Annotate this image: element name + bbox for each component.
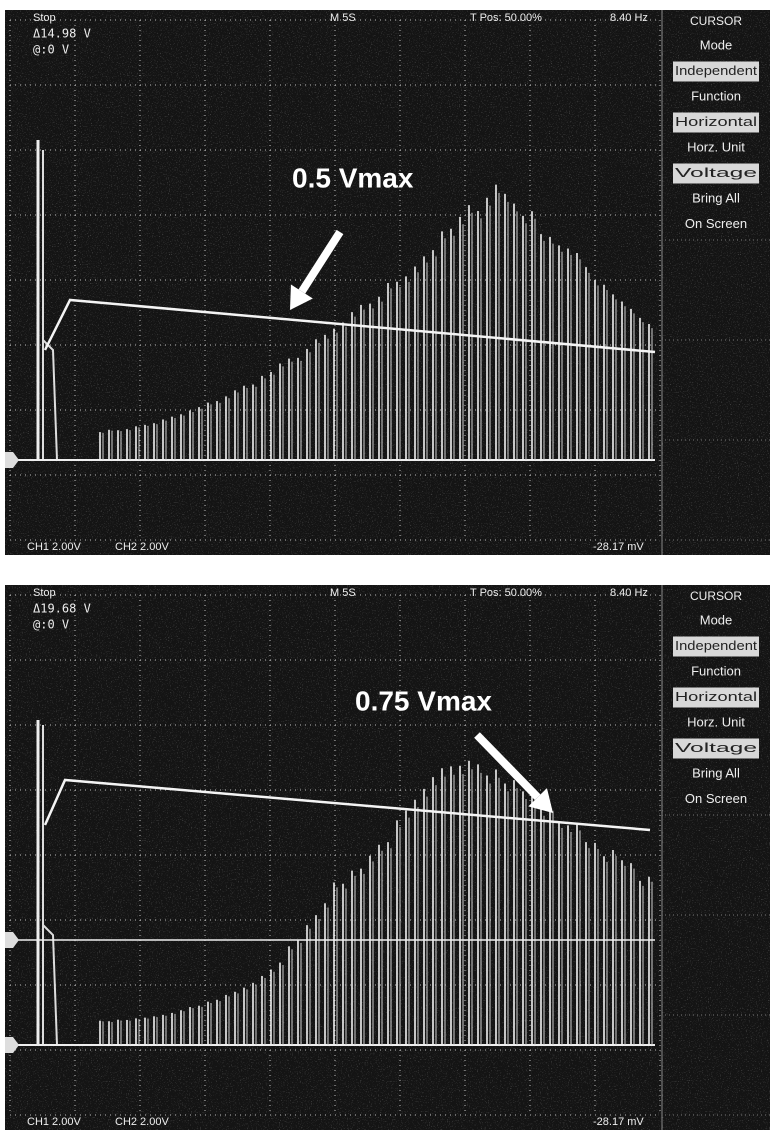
readout: -28.17 mV [593, 541, 644, 553]
menu-item: Voltage [675, 165, 757, 180]
menu-item: Independent [675, 63, 757, 78]
menu-item: Bring All [692, 190, 740, 205]
timebase: M 5S [330, 12, 356, 24]
scope-screen: 0.75 Vmax Stop Δ19.68 V @:0 V M 5S T Pos: 50.… [5, 585, 770, 1130]
status: Stop [33, 587, 56, 599]
cursor-at: @:0 V [33, 43, 69, 57]
annotation: 0.5 Vmax [292, 162, 414, 193]
channel-2: CH2 2.00V [115, 541, 169, 553]
menu-highlight [673, 738, 759, 759]
menu-item: Function [691, 663, 741, 678]
frequency: 8.40 Hz [610, 587, 648, 599]
trigger-position: T Pos: 50.00% [470, 12, 542, 24]
channel-1: CH1 2.00V [27, 541, 81, 553]
menu-title: CURSOR [690, 14, 742, 28]
channel-1: CH1 2.00V [27, 1116, 81, 1128]
cursor-line [43, 298, 656, 354]
menu-item: Voltage [675, 740, 757, 755]
scope-screen: 0.5 Vmax Stop Δ14.98 V @:0 V M 5S T Pos: 50.0… [5, 10, 770, 555]
ground-marker [5, 1037, 19, 1053]
menu-highlight [673, 636, 759, 657]
ground-marker [5, 932, 19, 948]
timebase: M 5S [330, 587, 356, 599]
menu-item: On Screen [685, 216, 747, 231]
cursor-at: @:0 V [33, 618, 69, 632]
cursor-line [43, 778, 651, 832]
menu-item: Mode [700, 612, 733, 627]
arrow-shaft [298, 229, 344, 294]
menu-item: Horz. Unit [687, 139, 745, 154]
trigger-position: T Pos: 50.00% [470, 587, 542, 599]
speckle [5, 10, 770, 555]
menu-title: CURSOR [690, 589, 742, 603]
spike-tail [42, 924, 58, 1046]
channel-2: CH2 2.00V [115, 1116, 169, 1128]
status: Stop [33, 12, 56, 24]
arrow-head [528, 788, 553, 813]
menu-highlight [673, 687, 759, 708]
readout: -28.17 mV [593, 1116, 644, 1128]
menu-item: Independent [675, 638, 757, 653]
menu-item: Horizontal [675, 689, 757, 704]
arrow-head [290, 284, 313, 310]
menu-highlight [673, 163, 759, 184]
menu-item: Bring All [692, 765, 740, 780]
menu-item: On Screen [685, 791, 747, 806]
ground-marker [5, 452, 19, 468]
cursor-delta: Δ19.68 V [33, 602, 91, 616]
menu-item: Mode [700, 37, 733, 52]
frequency: 8.40 Hz [610, 12, 648, 24]
spike-tail [42, 339, 58, 461]
arrow-shaft [474, 732, 541, 801]
menu-highlight [673, 61, 759, 82]
menu-highlight [673, 112, 759, 133]
cursor-delta: Δ14.98 V [33, 27, 91, 41]
annotation: 0.75 Vmax [355, 685, 492, 716]
menu-item: Function [691, 88, 741, 103]
menu-item: Horz. Unit [687, 714, 745, 729]
menu-item: Horizontal [675, 114, 757, 129]
